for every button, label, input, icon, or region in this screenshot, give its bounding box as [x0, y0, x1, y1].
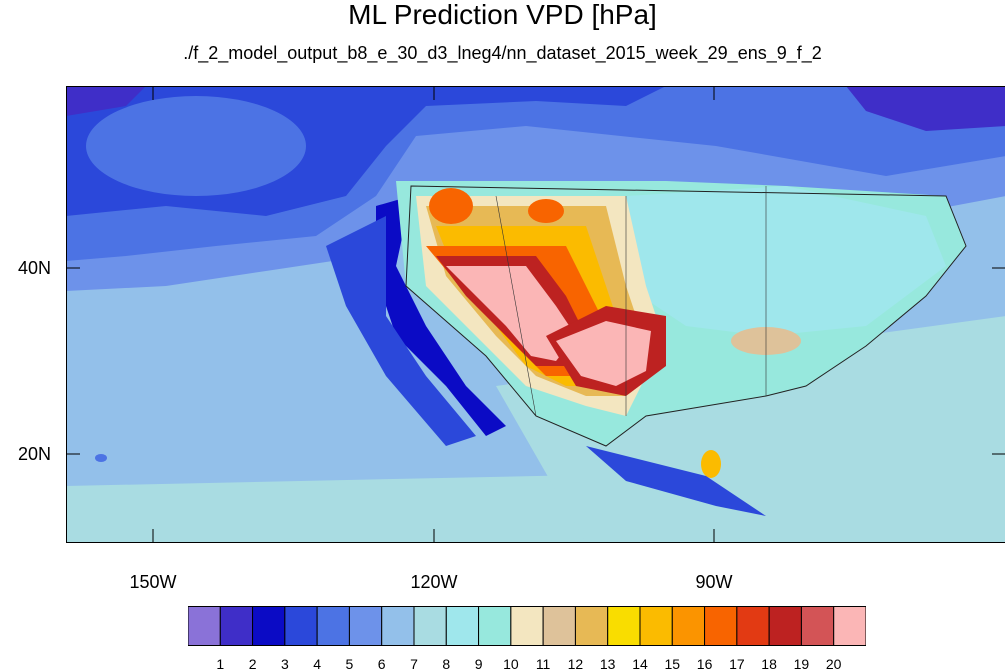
colorbar-box	[768, 606, 802, 646]
colorbar-box	[574, 606, 609, 646]
colorbar-tick-label: 10	[503, 656, 519, 672]
nw-pocket-2	[528, 199, 564, 223]
colorbar-box	[478, 606, 512, 646]
lon-label-90w: 90W	[695, 572, 733, 592]
pacific-high	[86, 96, 306, 196]
colorbar-box	[413, 606, 447, 646]
colorbar-tick-label: 2	[248, 656, 257, 672]
north-atlantic-core	[846, 86, 1005, 131]
lon-label-150w: 150W	[129, 572, 177, 592]
texas-max	[556, 321, 651, 386]
colorbar-tick-label: 12	[567, 656, 584, 672]
colorbar-tick-label: 3	[280, 656, 289, 672]
coastal-low	[376, 196, 506, 436]
colorbar-tick-label: 17	[729, 656, 745, 672]
lat-label-40n: 40N	[18, 258, 52, 278]
colorbar-tick-label: 20	[825, 656, 842, 672]
colorbar-box	[671, 606, 706, 646]
lat-label-20n: 20N	[18, 444, 52, 464]
colorbar-box	[800, 606, 835, 646]
nw-pocket	[429, 188, 473, 224]
colorbar-tick-label: 15	[664, 656, 681, 672]
us-boundary	[405, 185, 967, 447]
colorbar-tick-label: 11	[535, 656, 551, 672]
colorbar-tick-label: 5	[345, 656, 354, 672]
colorbar-box	[510, 606, 544, 646]
axis-ticks	[66, 86, 1005, 543]
colorbar-tick-label: 16	[696, 656, 713, 672]
lon-label-120w: 120W	[410, 572, 458, 592]
map-subtitle: ./f_2_model_output_b8_e_30_d3_lneg4/nn_d…	[183, 43, 822, 63]
east-us	[626, 186, 946, 336]
colorbar-box	[607, 606, 641, 646]
hawaii	[95, 454, 107, 462]
vpd-map	[66, 86, 1005, 543]
nw-core	[66, 86, 146, 116]
colorbar-tick-label: 4	[313, 656, 321, 672]
colorbar-box	[284, 606, 318, 646]
map-frame-border	[66, 86, 1005, 543]
colorbar-tick-label: 14	[632, 656, 648, 672]
map-title: ML Prediction VPD [hPa]	[348, 0, 657, 30]
colorbar-box	[348, 606, 383, 646]
vpd-map-graphic	[66, 86, 1005, 543]
colorbar-tick-label: 18	[761, 656, 777, 672]
colorbar-box	[381, 606, 415, 646]
colorbar-tick-label: 7	[410, 656, 418, 672]
colorbar	[188, 606, 866, 646]
colorbar-labels: 1 2 3 4 5 6 7 8 9 10 11 12 13 14 15 16 17 18 19 20	[188, 656, 866, 672]
colorbar-box	[542, 606, 576, 646]
colorbar-box	[639, 606, 673, 646]
colorbar-box	[316, 606, 350, 646]
colorbar-box	[445, 606, 480, 646]
colorbar-tick-label: 19	[793, 656, 810, 672]
colorbar-tick-label: 1	[216, 656, 225, 672]
colorbar-box	[252, 606, 286, 646]
colorbar-box	[219, 606, 254, 646]
southwest-max	[446, 266, 576, 361]
yucatan-pocket	[701, 450, 721, 478]
colorbar-box	[704, 606, 738, 646]
coastal-band	[326, 216, 476, 446]
colorbar-tick-label: 8	[442, 656, 451, 672]
state-lines	[495, 186, 767, 417]
central-america-low	[586, 446, 766, 516]
colorbar-tick-label: 13	[599, 656, 616, 672]
colorbar-box	[188, 606, 221, 646]
colorbar-tick-label: 9	[474, 656, 483, 672]
colorbar-box	[736, 606, 770, 646]
colorbar-box	[833, 606, 866, 646]
colorbar-tick-label: 6	[377, 656, 386, 672]
